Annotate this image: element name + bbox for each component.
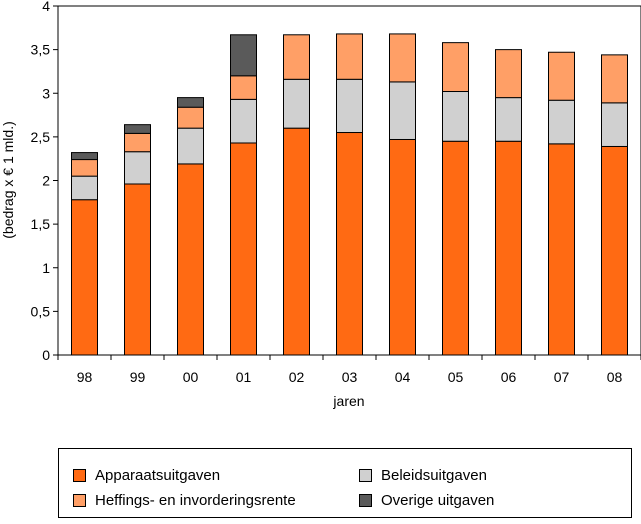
- bar-segment: [601, 102, 628, 147]
- legend-swatch: [359, 469, 372, 482]
- bar-segment: [442, 42, 469, 93]
- bar-segment: [548, 99, 575, 145]
- bar-segment: [336, 78, 363, 134]
- x-axis-title: jaren: [332, 393, 364, 409]
- legend-item-beleidsuitgaven: Beleidsuitgaven: [359, 467, 487, 484]
- y-tick-label: 3,5: [31, 42, 51, 58]
- y-tick-label: 1,5: [31, 216, 51, 232]
- legend-item-apparaatsuitgaven: Apparaatsuitgaven: [73, 467, 220, 484]
- bar-segment: [442, 140, 469, 356]
- x-tick-label: 07: [554, 369, 570, 385]
- y-tick-label: 0,5: [31, 303, 51, 319]
- legend-label: Overige uitgaven: [381, 492, 495, 509]
- bar-segment: [548, 51, 575, 101]
- bar-segment: [283, 127, 310, 356]
- x-tick-label: 98: [77, 369, 93, 385]
- bar-segment: [71, 159, 98, 177]
- y-axis-title: (bedrag x € 1 mld.): [0, 121, 16, 239]
- x-tick-label: 06: [501, 369, 517, 385]
- y-axis: 0 0,5 1 1,5 2 2,5 3 3,5 4: [31, 0, 58, 363]
- legend-label: Apparaatsuitgaven: [95, 467, 221, 484]
- bar-segment: [124, 132, 151, 153]
- bar-segment: [71, 152, 98, 161]
- legend: Apparaatsuitgaven Beleidsuitgaven Heffin…: [58, 448, 632, 518]
- legend-item-overige-uitgaven: Overige uitgaven: [359, 492, 494, 509]
- x-tick-label: 99: [130, 369, 146, 385]
- bar-segment: [389, 138, 416, 356]
- bar-segment: [177, 163, 204, 356]
- bar-segment: [601, 54, 628, 104]
- bar-segment: [177, 127, 204, 165]
- y-tick-label: 4: [42, 0, 50, 14]
- bar-segment: [230, 142, 257, 356]
- y-tick-label: 1: [42, 260, 50, 276]
- bar-segment: [71, 199, 98, 356]
- bar-segment: [124, 183, 151, 356]
- y-tick-label: 2,5: [31, 129, 51, 145]
- bar-segment: [71, 175, 98, 201]
- bar-segment: [495, 97, 522, 142]
- bar-segment: [124, 124, 151, 134]
- x-tick-label: 00: [183, 369, 199, 385]
- bar-segment: [124, 151, 151, 185]
- bar-segment: [230, 98, 257, 144]
- y-tick-label: 3: [42, 85, 50, 101]
- x-tick-label: 01: [236, 369, 252, 385]
- x-tick-label: 03: [342, 369, 358, 385]
- bar-segment: [389, 33, 416, 83]
- bar-segment: [230, 34, 257, 77]
- y-tick-label: 2: [42, 173, 50, 189]
- bar-segment: [230, 75, 257, 100]
- x-tick-label: 05: [448, 369, 464, 385]
- legend-swatch: [359, 494, 372, 507]
- bar-segment: [177, 97, 204, 108]
- x-tick-label: 02: [289, 369, 305, 385]
- bar-segment: [548, 143, 575, 356]
- y-tick-label: 0: [42, 347, 50, 363]
- bar-segment: [495, 140, 522, 356]
- bar-segment: [389, 81, 416, 140]
- bar-segment: [495, 49, 522, 99]
- legend-label: Heffings- en invorderingsrente: [95, 492, 296, 509]
- bar-segment: [336, 132, 363, 356]
- legend-label: Beleidsuitgaven: [381, 467, 487, 484]
- bar-segment: [601, 145, 628, 356]
- bar-segment: [177, 106, 204, 129]
- legend-swatch: [73, 494, 86, 507]
- bar-segment: [442, 91, 469, 142]
- legend-swatch: [73, 469, 86, 482]
- x-tick-label: 04: [395, 369, 411, 385]
- bar-segment: [283, 78, 310, 129]
- x-axis: 98 99 00 01 02 03 04 05 06 07 08: [57, 355, 641, 385]
- legend-item-heffings-rente: Heffings- en invorderingsrente: [73, 492, 296, 509]
- bars-group: [71, 33, 628, 356]
- bar-segment: [283, 34, 310, 80]
- x-tick-label: 08: [607, 369, 623, 385]
- bar-segment: [336, 33, 363, 80]
